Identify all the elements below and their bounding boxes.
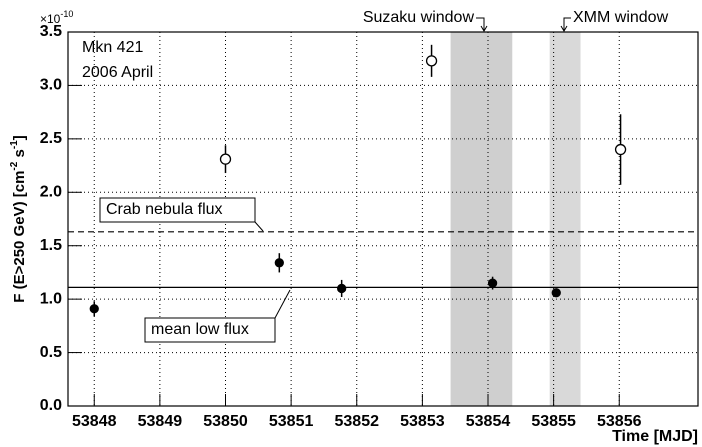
y-tick-label: 0.5: [40, 344, 62, 361]
annotation: Crab nebula flux: [106, 201, 223, 218]
reference-lines: [68, 231, 698, 288]
y-label-part: ]: [11, 135, 28, 140]
label-box: [144, 317, 276, 343]
arrow: [476, 17, 485, 30]
y-tick-label: 1.5: [40, 237, 62, 254]
window-band: [549, 32, 581, 406]
y-label-part: -2: [9, 161, 20, 170]
y-exponent-part: -10: [60, 9, 73, 19]
y-label-part: -1: [9, 140, 20, 149]
pointer: [254, 221, 264, 232]
arrow-head: [560, 25, 568, 32]
y-tick-label: 1.0: [40, 290, 62, 307]
y-exponent: ×10-10: [40, 9, 73, 26]
frame: [67, 31, 699, 407]
data-point: [614, 143, 627, 156]
arrow-head: [480, 25, 488, 32]
x-tick-label: 53852: [335, 413, 380, 430]
x-tick-label: 53853: [400, 413, 445, 430]
x-tick-label: 53856: [597, 413, 642, 430]
y-tick-label: 2.0: [40, 184, 62, 201]
annotation: mean low flux: [151, 321, 249, 338]
annotation: XMM window: [573, 9, 669, 26]
pointer: [274, 289, 291, 319]
data-point: [487, 278, 498, 288]
arrow: [563, 17, 571, 30]
y-label-part: s: [11, 149, 28, 162]
y-tick-label: 2.5: [40, 130, 62, 147]
x-tick-label: 53850: [203, 413, 248, 430]
annotation: 2006 April: [82, 64, 153, 81]
x-tick-label: 53855: [531, 413, 576, 430]
window-band: [450, 32, 513, 406]
bands: [450, 32, 581, 406]
x-tick-label: 53848: [72, 413, 117, 430]
y-tick-label: 3.0: [40, 77, 62, 94]
x-tick-label: 53851: [269, 413, 314, 430]
x-tick-label: 53854: [466, 413, 511, 430]
data-point: [89, 304, 99, 314]
y-axis-label: F (E>250 GeV) [cm-2 s-1]: [9, 135, 28, 302]
data-point: [219, 153, 232, 165]
data-point: [551, 288, 561, 298]
annotation: Suzaku window: [363, 9, 475, 26]
y-tick-label: 3.5: [40, 23, 62, 40]
y-exponent-part: ×10: [40, 12, 61, 26]
annotation: Mkn 421: [82, 39, 143, 56]
data-point: [425, 55, 438, 67]
x-tick-label: 53849: [138, 413, 183, 430]
marks: [89, 44, 627, 317]
label-box: [99, 197, 256, 223]
y-label-part: F (E>250 GeV) [cm: [11, 171, 28, 303]
data-point: [274, 258, 284, 268]
x-axis-label: Time [MJD]: [612, 428, 698, 445]
y-tick-label: 0.0: [40, 397, 62, 414]
data-point: [337, 283, 347, 294]
